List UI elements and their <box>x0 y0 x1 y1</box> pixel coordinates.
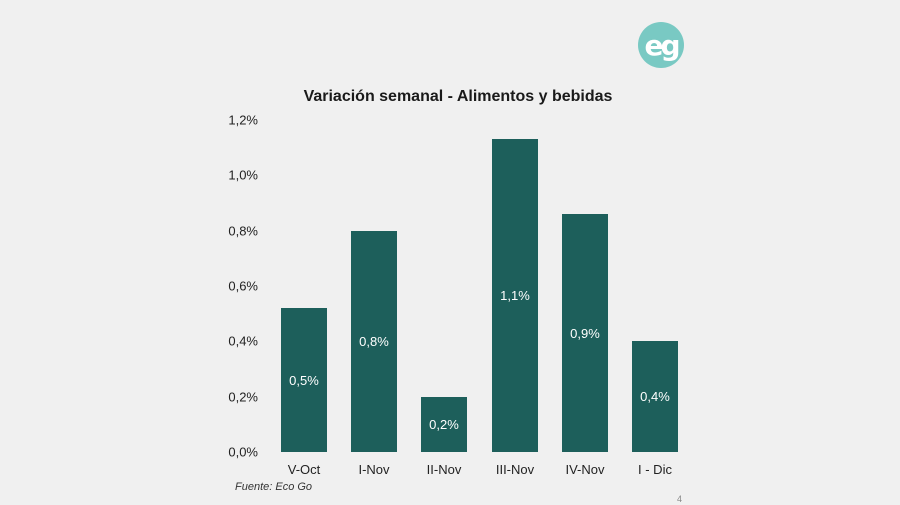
x-tick-label: V-Oct <box>287 462 321 477</box>
page-number: 4 <box>677 494 683 504</box>
ecogo-logo: eg <box>638 22 684 68</box>
x-tick-label: IV-Nov <box>565 462 605 477</box>
y-tick-label: 0,6% <box>228 278 258 294</box>
x-tick-label: II-Nov <box>426 462 462 477</box>
x-tick-label: III-Nov <box>495 462 535 477</box>
y-tick-label: 0,8% <box>228 223 258 239</box>
y-tick-label: 1,2% <box>228 112 258 128</box>
bar-value-label: 0,5% <box>289 372 319 388</box>
bar: 0,4% <box>632 341 678 452</box>
bar-value-label: 1,1% <box>500 288 530 304</box>
y-tick-label: 1,0% <box>228 167 258 183</box>
x-tick-label: I - Dic <box>638 462 672 477</box>
y-tick-label: 0,4% <box>228 333 258 349</box>
source-note: Fuente: Eco Go <box>235 481 313 493</box>
y-tick-label: 0,0% <box>228 444 258 460</box>
bar-value-label: 0,8% <box>359 333 389 349</box>
bar: 0,2% <box>421 396 467 452</box>
bar-value-label: 0,2% <box>429 416 459 432</box>
bar: 0,8% <box>351 230 397 452</box>
x-tick-label: I-Nov <box>358 462 390 477</box>
bar: 0,9% <box>562 214 608 452</box>
y-tick-label: 0,2% <box>228 389 258 405</box>
bar-value-label: 0,9% <box>570 325 600 341</box>
chart-title: Variación semanal - Alimentos y bebidas <box>303 88 613 105</box>
bar: 1,1% <box>492 139 538 452</box>
bar: 0,5% <box>281 308 327 452</box>
bar-value-label: 0,4% <box>640 389 670 405</box>
